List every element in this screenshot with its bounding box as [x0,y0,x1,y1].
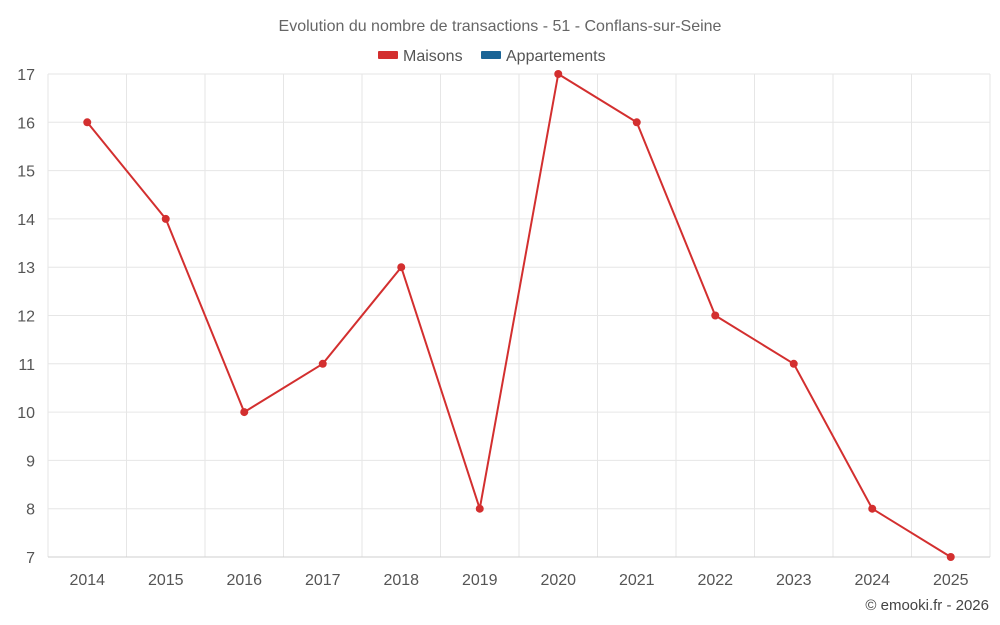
data-point-maisons-2021[interactable] [632,118,641,127]
y-tick-label: 16 [17,115,35,132]
x-axis-ticks: 2014 2015 2016 2017 2018 2019 2020 2021 2022 2023… [69,572,968,589]
x-tick-label: 2023 [776,572,812,589]
y-tick-label: 14 [17,212,35,229]
y-tick-label: 8 [26,502,35,519]
y-tick-label: 13 [17,260,35,277]
legend-item-appartements[interactable]: Appartements [481,48,606,65]
data-point-maisons-2017[interactable] [318,359,327,368]
y-tick-label: 7 [26,550,35,567]
legend-label-appartements: Appartements [506,48,606,65]
x-tick-label: 2016 [226,572,262,589]
data-point-maisons-2025[interactable] [946,553,955,561]
data-point-maisons-2020[interactable] [554,70,563,78]
y-tick-label: 10 [17,405,35,422]
x-tick-label: 2022 [697,572,733,589]
legend-swatch-appartements [481,51,501,59]
data-point-maisons-2016[interactable] [240,408,249,417]
x-tick-label: 2024 [854,572,890,589]
grid [47,73,991,557]
chart-title: Evolution du nombre de transactions - 51… [279,18,722,35]
data-point-maisons-2014[interactable] [83,118,92,127]
y-tick-label: 15 [17,164,35,181]
legend: Maisons Appartements [378,48,606,65]
x-tick-label: 2018 [383,572,419,589]
y-tick-label: 17 [17,67,35,84]
x-tick-label: 2015 [148,572,184,589]
y-tick-label: 11 [18,357,35,374]
series-line-maisons [86,73,952,558]
data-point-maisons-2023[interactable] [789,359,798,368]
y-axis-ticks: 7 8 9 10 11 12 13 14 15 16 17 [17,67,35,567]
credit-text: © emooki.fr - 2026 [865,597,989,614]
x-tick-label: 2021 [619,572,655,589]
x-tick-label: 2025 [933,572,969,589]
data-point-maisons-2019[interactable] [475,504,484,513]
data-point-maisons-2024[interactable] [868,504,877,513]
x-tick-label: 2019 [462,572,498,589]
series [83,70,955,561]
legend-item-maisons[interactable]: Maisons [378,48,463,65]
legend-label-maisons: Maisons [403,48,463,65]
y-tick-label: 12 [17,309,35,326]
legend-swatch-maisons [378,51,398,59]
data-point-maisons-2015[interactable] [161,214,170,223]
x-tick-label: 2017 [305,572,341,589]
data-point-maisons-2018[interactable] [397,263,406,272]
x-tick-label: 2014 [69,572,105,589]
y-tick-label: 9 [26,453,35,470]
data-point-maisons-2022[interactable] [711,311,720,320]
x-tick-label: 2020 [540,572,576,589]
